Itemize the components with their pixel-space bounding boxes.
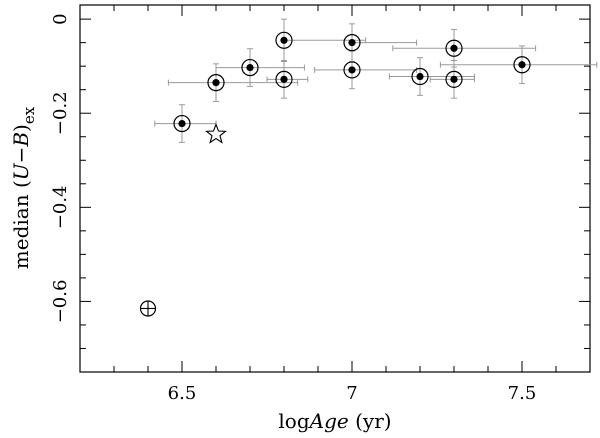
data-point	[275, 70, 293, 88]
point-dot	[280, 75, 288, 83]
axis-ticks: 6.5 7 7.5 0 −0.2 −0.4 −0.6	[50, 5, 591, 404]
point-ring	[445, 39, 463, 57]
point-ring	[411, 67, 429, 86]
point-ring	[445, 70, 463, 88]
point-dot	[246, 63, 254, 72]
data-point	[343, 61, 361, 79]
point-dot	[450, 75, 458, 83]
data-point	[275, 31, 293, 49]
y-axis-label: median (U−B)ex	[9, 106, 38, 269]
point-dot	[450, 44, 458, 52]
data-point	[207, 74, 225, 92]
earth-marker	[139, 300, 157, 317]
x-axis-label: logAge (yr)	[278, 409, 391, 433]
error-bar	[314, 50, 418, 90]
error-bar	[349, 23, 418, 62]
point-ring	[173, 114, 191, 133]
point-ring	[275, 70, 293, 88]
y-tick-label: −0.4	[50, 185, 71, 229]
x-tick-label: 7.5	[508, 383, 537, 404]
data-point	[343, 34, 361, 52]
y-tick-label: −0.2	[50, 91, 71, 135]
data-point	[241, 58, 259, 77]
error-bars	[154, 18, 598, 143]
y-tick-label: 0	[50, 13, 71, 24]
point-ring	[343, 34, 361, 52]
data-point	[445, 70, 463, 88]
data-markers	[139, 31, 531, 317]
plot-frame	[79, 4, 591, 373]
star-marker	[204, 122, 228, 144]
point-dot	[280, 36, 288, 44]
point-dot	[178, 119, 186, 128]
point-dot	[212, 79, 220, 87]
point-ring	[513, 56, 531, 74]
point-dot	[348, 39, 356, 47]
error-bar	[167, 63, 299, 102]
data-point	[445, 39, 463, 57]
x-tick-label: 7	[346, 383, 357, 404]
point-ring	[207, 74, 225, 92]
point-dot	[518, 61, 526, 69]
point-ring	[275, 31, 293, 49]
point-ring	[343, 61, 361, 79]
error-bar	[215, 48, 305, 87]
point-dot	[348, 66, 356, 74]
data-point	[513, 56, 531, 74]
x-tick-label: 6.5	[168, 383, 197, 404]
y-tick-label: −0.6	[50, 280, 71, 324]
data-point	[411, 67, 429, 86]
data-point	[173, 114, 191, 133]
point-dot	[416, 72, 424, 81]
point-ring	[241, 58, 259, 77]
